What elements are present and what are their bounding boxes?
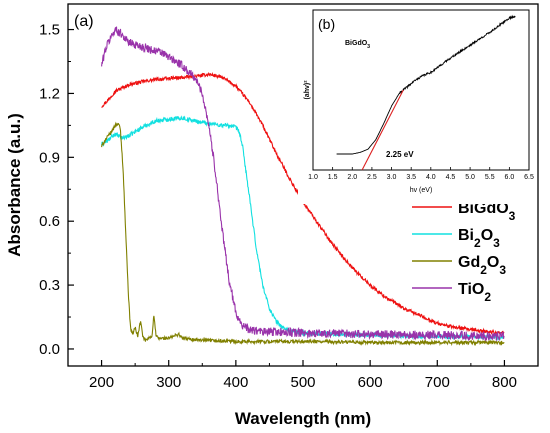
inset-annotation: 2.25 eV (386, 150, 414, 159)
main-y-tick-label: 0.3 (39, 277, 60, 294)
inset-x-tick-label: 5.5 (485, 174, 495, 181)
inset-x-tick-label: 1.0 (308, 174, 318, 181)
inset-series-group (336, 14, 516, 171)
legend-item-tio2: TiO2 (412, 281, 491, 304)
legend-label: TiO2 (458, 281, 491, 304)
inset-y-axis-title: (ahv)² (304, 80, 311, 100)
legend-label: BiGdO3 (458, 200, 516, 223)
main-x-tick-label: 700 (425, 374, 450, 391)
legend-item-bi2o3: Bi2O3 (412, 227, 500, 250)
legend-item-gd2o3: Gd2O3 (412, 254, 506, 277)
series-line-gd2o3 (101, 121, 505, 347)
main-x-tick-label: 400 (223, 374, 248, 391)
inset-plot-frame (312, 9, 530, 171)
main-x-tick-label: 800 (492, 374, 517, 391)
panel-a-label: (a) (74, 13, 94, 30)
inset-background (298, 6, 533, 204)
legend-label: Bi2O3 (458, 227, 500, 250)
main-x-tick-label: 200 (89, 374, 114, 391)
main-axes: 200 300 400 500 600 700 800 0.0 0.3 0.6 0.9 1.2 1.5 (39, 22, 517, 391)
series-line-tio2 (101, 26, 505, 342)
inset-x-tick-label: 4.5 (446, 174, 456, 181)
main-y-tick-label: 0.6 (39, 213, 60, 230)
main-x-axis-title: Wavelength (nm) (235, 409, 371, 428)
tauc-fit-line (361, 89, 404, 171)
main-x-tick-label: 500 (290, 374, 315, 391)
legend-item-bigdo3: BiGdO3 (412, 200, 516, 223)
inset-x-tick-label: 3.0 (387, 174, 397, 181)
tauc-curve (336, 14, 516, 155)
panel-b-label: (b) (318, 16, 335, 32)
main-x-tick-label: 600 (358, 374, 383, 391)
inset-x-tick-label: 3.5 (406, 174, 416, 181)
inset-x-tick-label: 6.0 (504, 174, 514, 181)
inset-x-axis-title: hv (eV) (410, 187, 433, 194)
inset-x-tick-label: 4.0 (426, 174, 436, 181)
inset-x-tick-label: 5.0 (465, 174, 475, 181)
inset-x-tick-label: 6.5 (524, 174, 534, 181)
main-y-tick-label: 1.2 (39, 85, 60, 102)
inset-axes: 1.0 1.5 2.0 2.5 3.0 3.5 4.0 4.5 5.0 5.5 6.0 6.5 (308, 167, 534, 181)
inset-title: BiGdO3 (345, 40, 370, 50)
main-x-tick-label: 300 (156, 374, 181, 391)
main-y-tick-label: 0.0 (39, 341, 60, 358)
inset-x-tick-label: 2.5 (367, 174, 377, 181)
inset-x-tick-label: 1.5 (328, 174, 338, 181)
main-y-tick-label: 1.5 (39, 22, 60, 39)
legend-label: Gd2O3 (458, 254, 506, 277)
inset-x-tick-label: 2.0 (347, 174, 357, 181)
main-y-tick-label: 0.9 (39, 149, 60, 166)
legend: BiGdO3 Bi2O3 Gd2O3 TiO2 (412, 200, 516, 304)
main-y-axis-title: Absorbance (a.u.) (5, 113, 24, 257)
